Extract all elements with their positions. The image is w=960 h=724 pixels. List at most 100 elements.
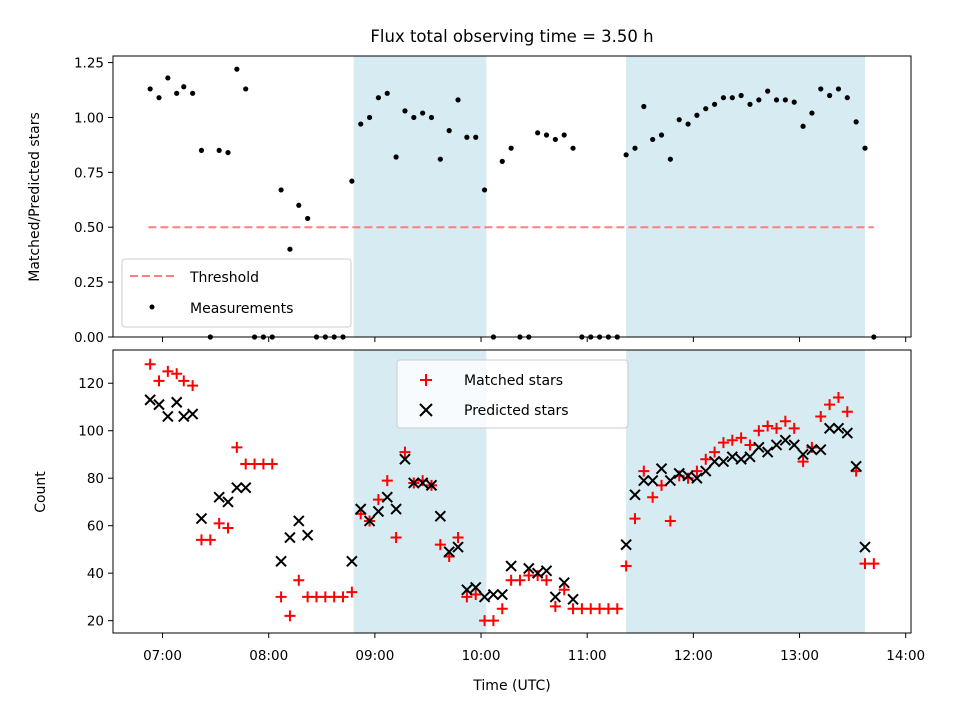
y-tick-label: 1.00 [74,110,104,126]
measurement-point [791,99,797,105]
bottom-legend: Matched stars Predicted stars [396,359,629,429]
predicted-star-point [815,444,827,456]
measurement-point [216,147,222,153]
measurement-point [623,152,629,158]
matched-star-point [779,415,791,427]
y-tick-label: 0.00 [74,330,104,346]
matched-star-point [611,603,623,615]
measurement-point [358,121,364,127]
measurement-point [747,101,753,107]
measurement-point [473,134,479,140]
matched-star-point [487,615,499,627]
matched-star-point [664,515,676,527]
matched-star-point [399,446,411,458]
predicted-star-point [779,434,792,446]
matched-star-point [700,453,712,465]
measurement-point [165,75,171,81]
matched-star-point [620,560,632,572]
y-tick-label: 100 [78,424,104,440]
measurement-point [437,156,443,162]
measurement-point [632,145,638,151]
matched-star-point [709,446,721,458]
measurement-point [809,110,815,116]
matched-star-point [629,513,641,525]
matched-star-point [647,491,659,503]
predicted-star-point [726,451,738,463]
predicted-star-point [558,576,570,589]
predicted-star-point [231,481,243,494]
matched-star-point [797,456,809,468]
x-tick-label: 10:00 [462,648,501,664]
top-shaded-intervals [353,56,865,337]
top-legend-box [121,258,352,328]
measurement-point [694,112,700,118]
predicted-stars-series [144,394,871,605]
measurement-point [366,114,373,121]
predicted-star-point [425,479,438,492]
measurement-point [782,97,788,103]
predicted-star-point [275,555,287,568]
y-tick-label: 20 [87,614,104,630]
x-tick-label: 13:00 [780,648,819,664]
shaded-interval [626,350,865,633]
legend-predicted-label: Predicted stars [464,403,569,419]
predicted-star-point [170,396,183,408]
y-tick-label: 40 [87,566,104,582]
bottom-panel: 20 40 60 80 100 120 07:00 08:00 09:00 10:00 11:00… [33,349,925,694]
measurement-point [853,119,859,125]
measurement-point [198,147,205,153]
x-tick-label: 09:00 [355,648,394,664]
legend-measurements-label: Measurements [190,301,293,317]
y-tick-label: 60 [87,519,104,535]
measurements-series [147,66,877,340]
measurement-point [411,114,417,121]
measurement-point [729,95,735,101]
measurement-point [499,158,505,164]
predicted-star-point [806,444,818,456]
measurement-point [481,187,488,193]
matched-star-point [558,584,570,596]
measurement-point [402,108,408,114]
measurement-point [420,110,426,116]
matched-star-point [824,399,836,411]
measurement-point [181,84,187,90]
predicted-star-point [162,410,174,423]
matched-star-point [346,586,358,598]
matched-star-point [381,475,393,487]
top-x-ticks [162,337,907,342]
matched-stars-series [144,358,880,627]
measurement-point [827,92,833,99]
predicted-star-point [717,455,730,468]
matched-star-point [541,574,553,586]
predicted-star-point [178,410,190,423]
measurement-point [818,86,824,92]
measurement-point [234,66,240,72]
measurement-point [287,246,293,252]
matched-star-point [144,358,156,370]
predicted-star-point [478,591,491,603]
x-tick-label: 11:00 [568,648,607,664]
measurement-point [844,95,850,101]
matched-star-point [832,391,844,403]
measurement-point [756,97,762,103]
measurement-point [561,132,567,138]
matched-star-point [293,574,305,586]
predicted-star-point [144,394,156,406]
matched-star-point [461,591,473,603]
chart-title: Flux total observing time = 3.50 h [370,27,653,46]
measurement-point [570,145,576,151]
predicted-star-point [390,503,402,515]
predicted-star-point [222,496,234,508]
matched-star-point [452,532,464,544]
measurement-point [667,156,673,162]
measurement-point [711,101,718,107]
measurement-point [296,202,302,208]
predicted-star-point [682,470,694,482]
predicted-star-point [753,441,765,454]
matched-star-point [337,591,349,603]
predicted-star-point [153,398,165,411]
predicted-star-point [841,427,854,439]
predicted-star-point [664,474,677,487]
predicted-star-point [461,584,473,596]
measurement-point [641,103,647,110]
